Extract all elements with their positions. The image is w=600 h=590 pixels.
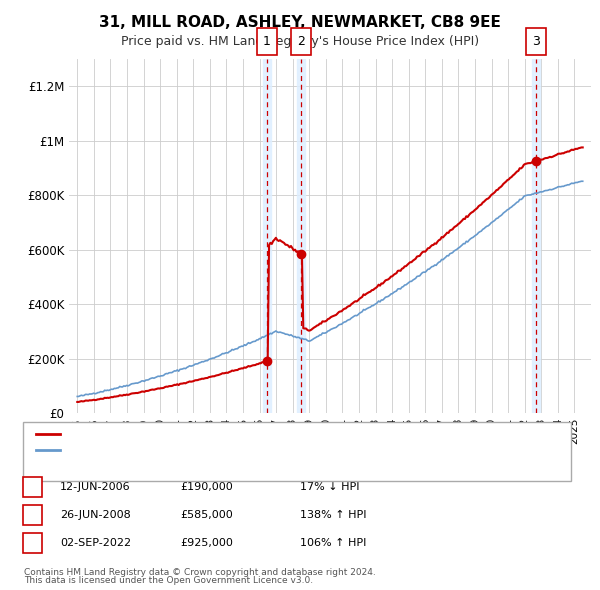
Bar <box>532 59 540 413</box>
Text: 2: 2 <box>29 510 36 520</box>
Text: 17% ↓ HPI: 17% ↓ HPI <box>300 482 359 491</box>
Text: £925,000: £925,000 <box>180 539 233 548</box>
Text: 02-SEP-2022: 02-SEP-2022 <box>60 539 131 548</box>
Text: 3: 3 <box>29 539 36 548</box>
Text: 1: 1 <box>29 482 36 491</box>
Text: 138% ↑ HPI: 138% ↑ HPI <box>300 510 367 520</box>
Text: 106% ↑ HPI: 106% ↑ HPI <box>300 539 367 548</box>
Text: 2: 2 <box>297 35 305 48</box>
Text: 31, MILL ROAD, ASHLEY, NEWMARKET, CB8 9EE: 31, MILL ROAD, ASHLEY, NEWMARKET, CB8 9E… <box>99 15 501 30</box>
Text: This data is licensed under the Open Government Licence v3.0.: This data is licensed under the Open Gov… <box>24 576 313 585</box>
Text: 31, MILL ROAD, ASHLEY, NEWMARKET, CB8 9EE (detached house): 31, MILL ROAD, ASHLEY, NEWMARKET, CB8 9E… <box>63 429 424 438</box>
Text: Contains HM Land Registry data © Crown copyright and database right 2024.: Contains HM Land Registry data © Crown c… <box>24 568 376 577</box>
Bar <box>263 59 271 413</box>
Bar <box>296 59 305 413</box>
Text: 1: 1 <box>263 35 271 48</box>
Text: £190,000: £190,000 <box>180 482 233 491</box>
Text: 12-JUN-2006: 12-JUN-2006 <box>60 482 131 491</box>
Text: Price paid vs. HM Land Registry's House Price Index (HPI): Price paid vs. HM Land Registry's House … <box>121 35 479 48</box>
Text: 26-JUN-2008: 26-JUN-2008 <box>60 510 131 520</box>
Text: HPI: Average price, detached house, East Cambridgeshire: HPI: Average price, detached house, East… <box>63 445 379 455</box>
Text: 3: 3 <box>532 35 540 48</box>
Text: £585,000: £585,000 <box>180 510 233 520</box>
